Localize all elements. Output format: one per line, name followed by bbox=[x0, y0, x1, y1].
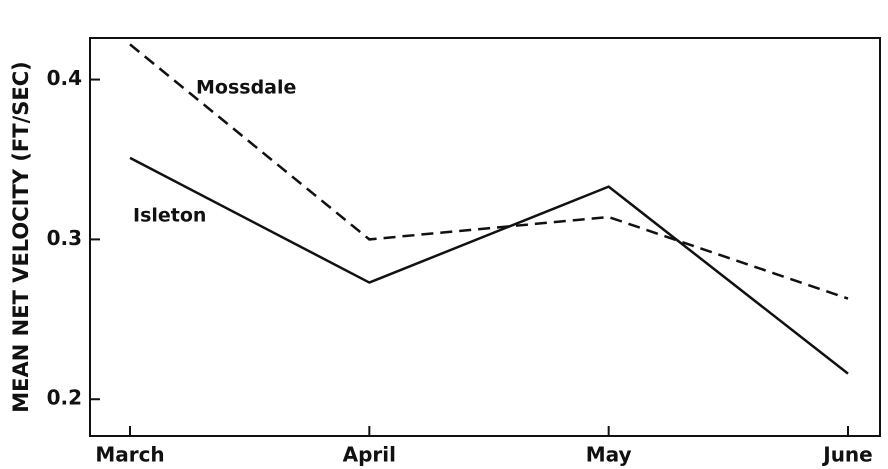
series-label: Mossdale bbox=[196, 77, 296, 99]
x-tick-label: June bbox=[821, 443, 872, 467]
series-line bbox=[129, 156, 849, 375]
y-axis-label: MEAN NET VELOCITY (FT/SEC) bbox=[9, 61, 33, 413]
plot-frame bbox=[89, 37, 881, 437]
y-tick-label: 0.3 bbox=[47, 226, 82, 250]
x-tick-label: May bbox=[586, 443, 632, 467]
series-line bbox=[129, 43, 849, 300]
x-tick-label: March bbox=[95, 443, 164, 467]
y-tick-label: 0.2 bbox=[47, 386, 82, 410]
x-tick-label: April bbox=[343, 443, 396, 467]
series-label: Isleton bbox=[133, 205, 206, 227]
y-tick-label: 0.4 bbox=[47, 66, 82, 90]
